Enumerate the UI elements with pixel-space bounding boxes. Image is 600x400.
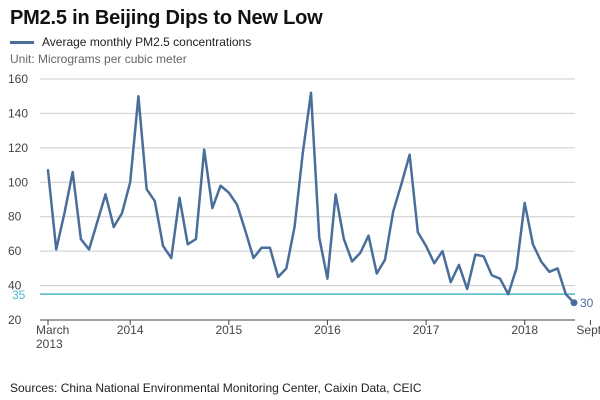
legend-label: Average monthly PM2.5 concentrations bbox=[42, 35, 252, 49]
y-tick-label-140: 140 bbox=[8, 106, 28, 120]
y-tick-label-120: 120 bbox=[8, 141, 28, 155]
x-tick-label-2017: 2017 bbox=[413, 323, 440, 337]
x-tick-label-2015: 2015 bbox=[215, 323, 242, 337]
end-value-label: 30 bbox=[580, 296, 594, 310]
unit-label: Unit: Micrograms per cubic meter bbox=[10, 52, 187, 66]
x-tick-label-2013: 2013 bbox=[36, 337, 63, 351]
y-tick-label-80: 80 bbox=[8, 210, 22, 224]
source-note: Sources: China National Environmental Mo… bbox=[10, 381, 422, 395]
x-tick-label-2018: 2018 bbox=[511, 323, 538, 337]
legend-line-swatch bbox=[10, 40, 34, 44]
y-tick-label-100: 100 bbox=[8, 175, 28, 189]
x-tick-label-2014: 2014 bbox=[117, 323, 144, 337]
y-tick-label-160: 160 bbox=[8, 72, 28, 86]
x-tick-label-sept: Sept. bbox=[576, 323, 600, 337]
x-tick-label-march: March bbox=[36, 323, 69, 337]
legend: Average monthly PM2.5 concentrations bbox=[10, 35, 251, 49]
y-tick-label-60: 60 bbox=[8, 244, 22, 258]
y-tick-label-40: 40 bbox=[8, 279, 22, 293]
end-point-marker bbox=[570, 299, 578, 307]
series-line-pm25 bbox=[46, 91, 576, 305]
y-tick-label-20: 20 bbox=[8, 313, 22, 327]
chart-title: PM2.5 in Beijing Dips to New Low bbox=[10, 7, 323, 29]
x-tick-label-2016: 2016 bbox=[314, 323, 341, 337]
reference-label: 35 bbox=[12, 288, 26, 302]
